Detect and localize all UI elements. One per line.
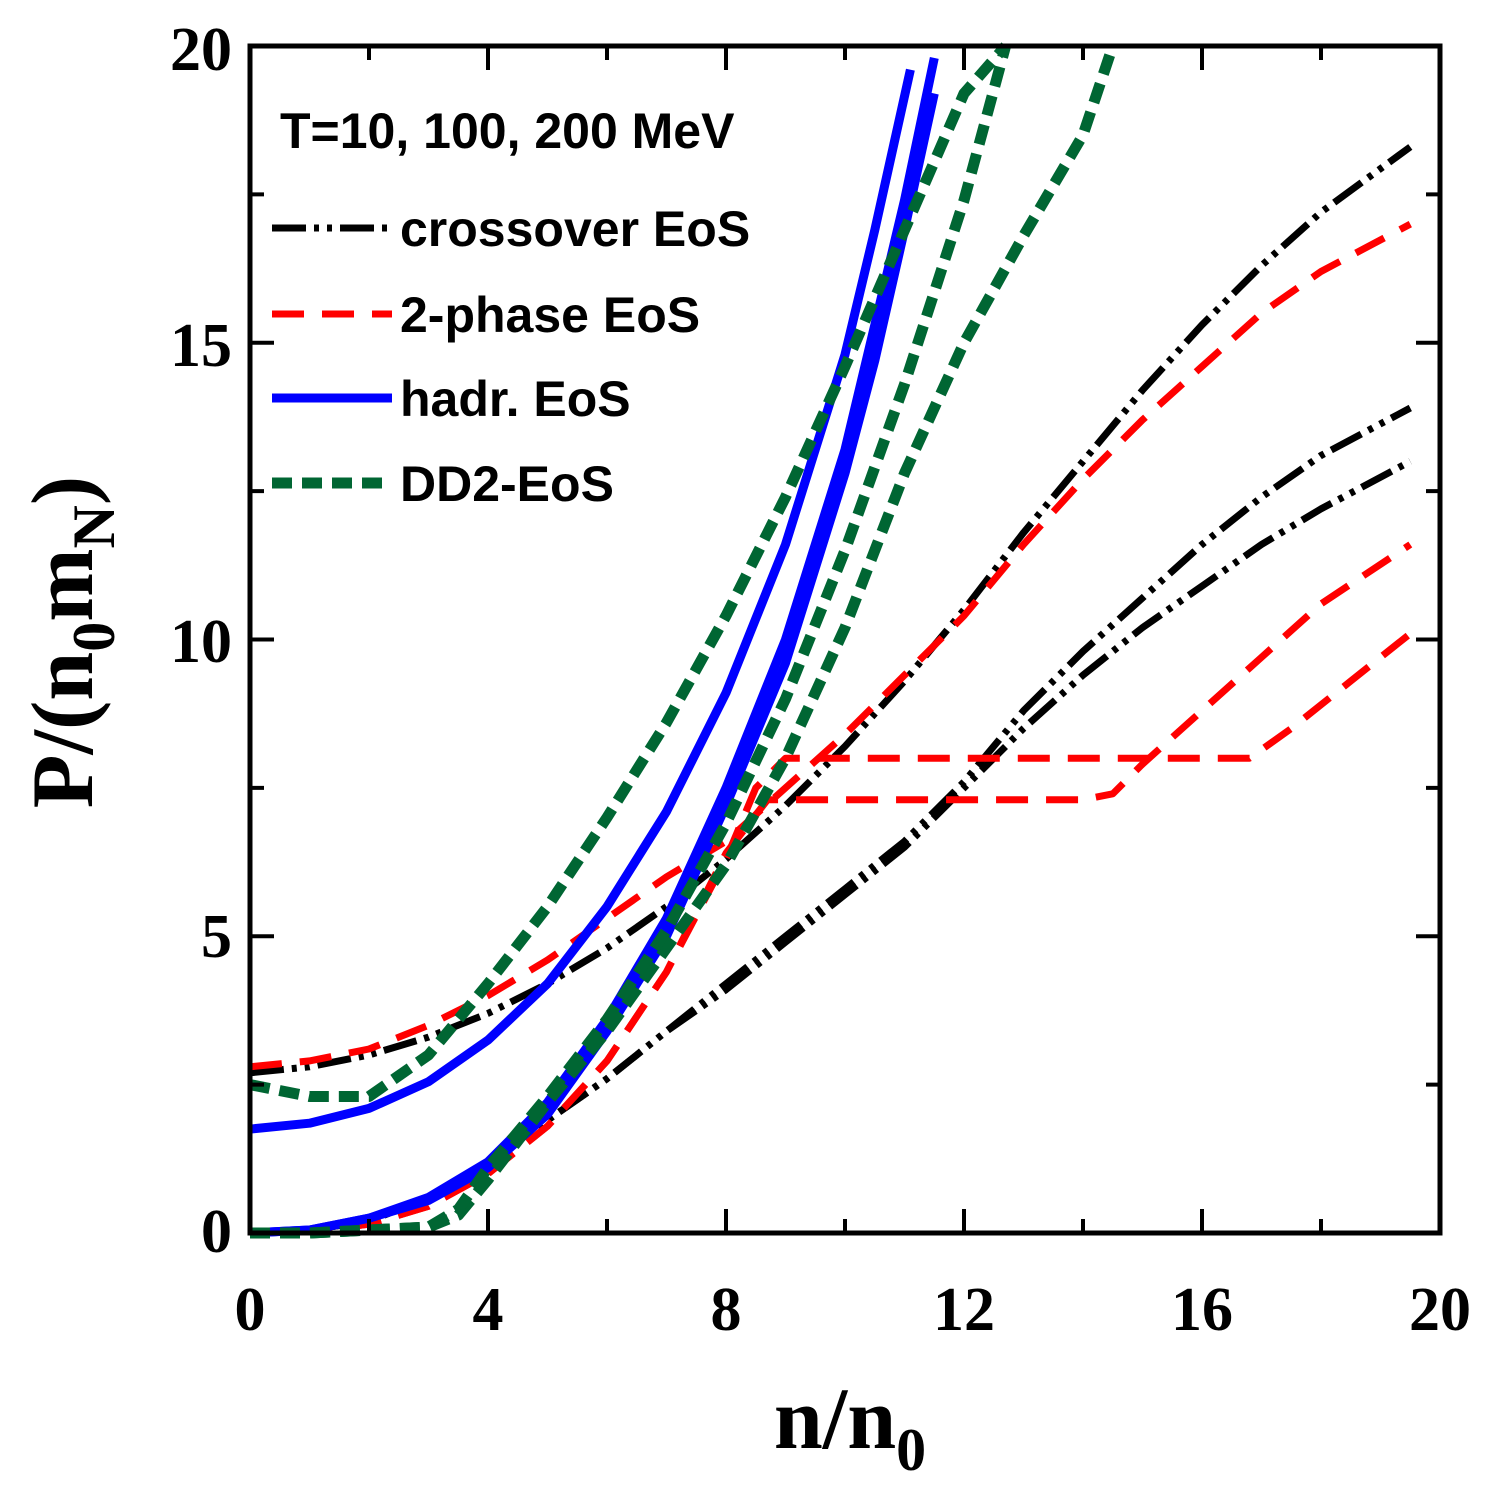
y-axis-title-sub: N <box>61 505 127 548</box>
x-tick-label: 12 <box>933 1276 995 1344</box>
y-tick-label: 10 <box>170 608 232 676</box>
x-tick-label: 16 <box>1171 1276 1233 1344</box>
y-axis-title-part: ) <box>15 476 112 505</box>
y-tick-label: 0 <box>201 1198 232 1266</box>
x-tick-label: 20 <box>1409 1276 1471 1344</box>
temperature-annotation: T=10, 100, 200 MeV <box>280 103 735 159</box>
series-line-dd2-eos-10 <box>250 44 1011 1239</box>
x-tick-label: 8 <box>711 1276 742 1344</box>
ticks-layer <box>248 44 1442 1235</box>
x-tick-label: 0 <box>235 1276 266 1344</box>
legend: crossover EoS 2-phase EoS hadr. EoS DD2-… <box>272 201 750 512</box>
series-line-crossover-eos-0 <box>249 458 1412 1237</box>
y-axis-title-part: m <box>15 548 112 621</box>
y-axis-title-part: P/(n <box>15 652 112 808</box>
legend-label-dd2: DD2-EoS <box>400 456 614 512</box>
y-tick-label: 15 <box>170 312 232 380</box>
legend-label-2phase: 2-phase EoS <box>400 287 700 343</box>
y-tick-labels: 0 5 10 15 20 <box>170 16 232 1266</box>
x-axis-title: n/n0 <box>774 1371 926 1483</box>
series-line-2-phase-eos-5 <box>249 221 1412 1071</box>
x-axis-title-main: n/n <box>774 1371 896 1468</box>
x-tick-label: 4 <box>473 1276 504 1344</box>
series-line-hadr-eos-8 <box>249 68 915 1134</box>
y-axis-title-sub: 0 <box>61 622 127 652</box>
series-layer <box>248 42 1413 1239</box>
legend-label-hadr: hadr. EoS <box>400 371 631 427</box>
y-tick-label: 20 <box>170 16 232 84</box>
series-line-2-phase-eos-4 <box>249 630 1413 1237</box>
series-line-2-phase-eos-3 <box>249 541 1413 1237</box>
x-tick-labels: 0 4 8 12 16 20 <box>235 1276 1472 1344</box>
series-line-hadr-eos-7 <box>249 92 939 1238</box>
series-line-crossover-eos-2 <box>249 144 1413 1077</box>
legend-label-crossover: crossover EoS <box>400 201 750 257</box>
x-axis-title-sub: 0 <box>896 1417 926 1483</box>
y-axis-title: P/(n0mN) <box>15 476 127 808</box>
series-line-dd2-eos-11 <box>248 42 1010 1102</box>
y-tick-label: 5 <box>201 903 232 971</box>
